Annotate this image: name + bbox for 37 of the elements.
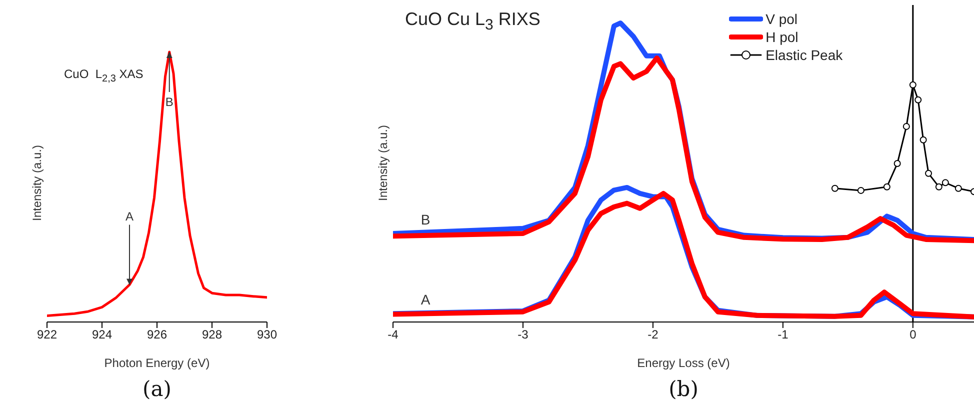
- point: [902, 122, 910, 130]
- x-tick-label: 0: [910, 328, 917, 342]
- point: [925, 170, 932, 177]
- point: [883, 183, 890, 190]
- point: [935, 183, 942, 190]
- annotation: A: [420, 292, 431, 308]
- chart-title: CuO Cu L$_{3}$ RIXS: [405, 9, 540, 34]
- point: [942, 179, 949, 186]
- x-tick-label: -3: [518, 328, 529, 342]
- annotation: B: [420, 211, 430, 228]
- text: (a): [142, 377, 172, 401]
- x-axis-title: Photon Energy (eV): [104, 356, 210, 370]
- x-tick-label: -1: [778, 328, 789, 342]
- point: [914, 96, 922, 104]
- legend-label: H pol: [766, 28, 798, 46]
- legend-label: Elastic Peak: [766, 46, 843, 64]
- annotation: B: [165, 95, 174, 109]
- point: [857, 186, 864, 194]
- y-axis-title: Intensity (a.u.): [30, 143, 44, 223]
- annotation: A: [125, 210, 134, 224]
- y-axis-title: Intensity (a.u.): [376, 123, 390, 203]
- point: [909, 81, 916, 88]
- point: [954, 184, 962, 192]
- x-tick-label: 926: [146, 328, 168, 342]
- x-tick-label: 922: [36, 328, 58, 342]
- point: [920, 136, 927, 144]
- legend-label: V pol: [766, 10, 798, 28]
- x-tick-label: 924: [92, 328, 112, 342]
- x-tick-label: 930: [256, 328, 278, 342]
- point: [894, 160, 901, 168]
- x-tick-label: 928: [202, 328, 222, 342]
- x-tick-label: -4: [388, 328, 399, 342]
- x-axis-title: Energy Loss (eV): [637, 356, 730, 370]
- x-tick-label: -2: [648, 328, 659, 342]
- text: CuO L$_{2,3}$ XAS: [64, 67, 144, 84]
- point: [831, 184, 838, 192]
- text: (b): [668, 377, 700, 401]
